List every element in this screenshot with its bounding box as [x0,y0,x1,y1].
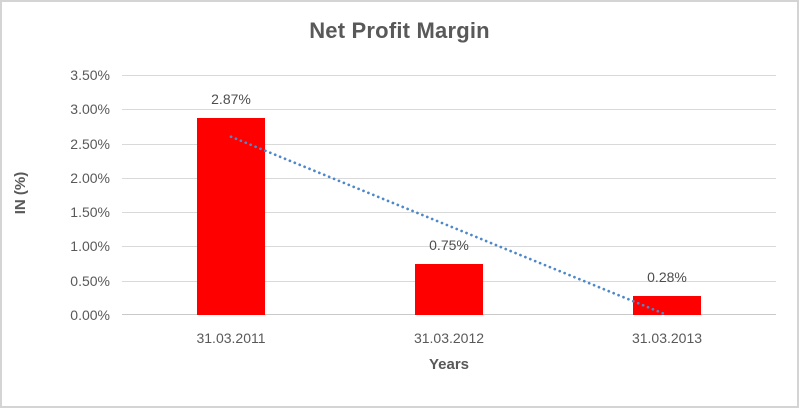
y-tick-label: 2.50% [70,135,110,152]
y-tick-label: 0.50% [70,272,110,289]
bar-value-label: 0.75% [429,236,469,253]
bar-value-label: 2.87% [211,91,251,108]
gridline [122,75,776,76]
gridline [122,109,776,111]
x-tick-label: 31.03.2012 [413,330,485,346]
x-tick-label: 31.03.2013 [631,330,703,346]
x-axis-title: Years [428,356,470,373]
x-tick-label: 31.03.2011 [196,330,266,346]
y-tick-label: 3.50% [70,67,110,83]
gridline [122,212,776,214]
y-tick-label: 2.00% [70,169,110,186]
bar [197,118,265,315]
bar [633,295,701,315]
gridline [122,143,776,145]
y-tick-label: 1.00% [70,238,110,255]
gridline [122,177,776,179]
trendline [229,135,669,317]
y-tick-label: 0.00% [70,307,110,323]
bar-value-label: 0.28% [647,268,687,285]
y-tick-label: 3.00% [70,101,110,118]
gridline [122,246,776,248]
plot-area: 2.87% 0.75% 0.28% [122,75,776,317]
bar [415,263,483,315]
chart-title: Net Profit Margin [309,18,490,43]
y-tick-label: 1.50% [70,204,110,221]
